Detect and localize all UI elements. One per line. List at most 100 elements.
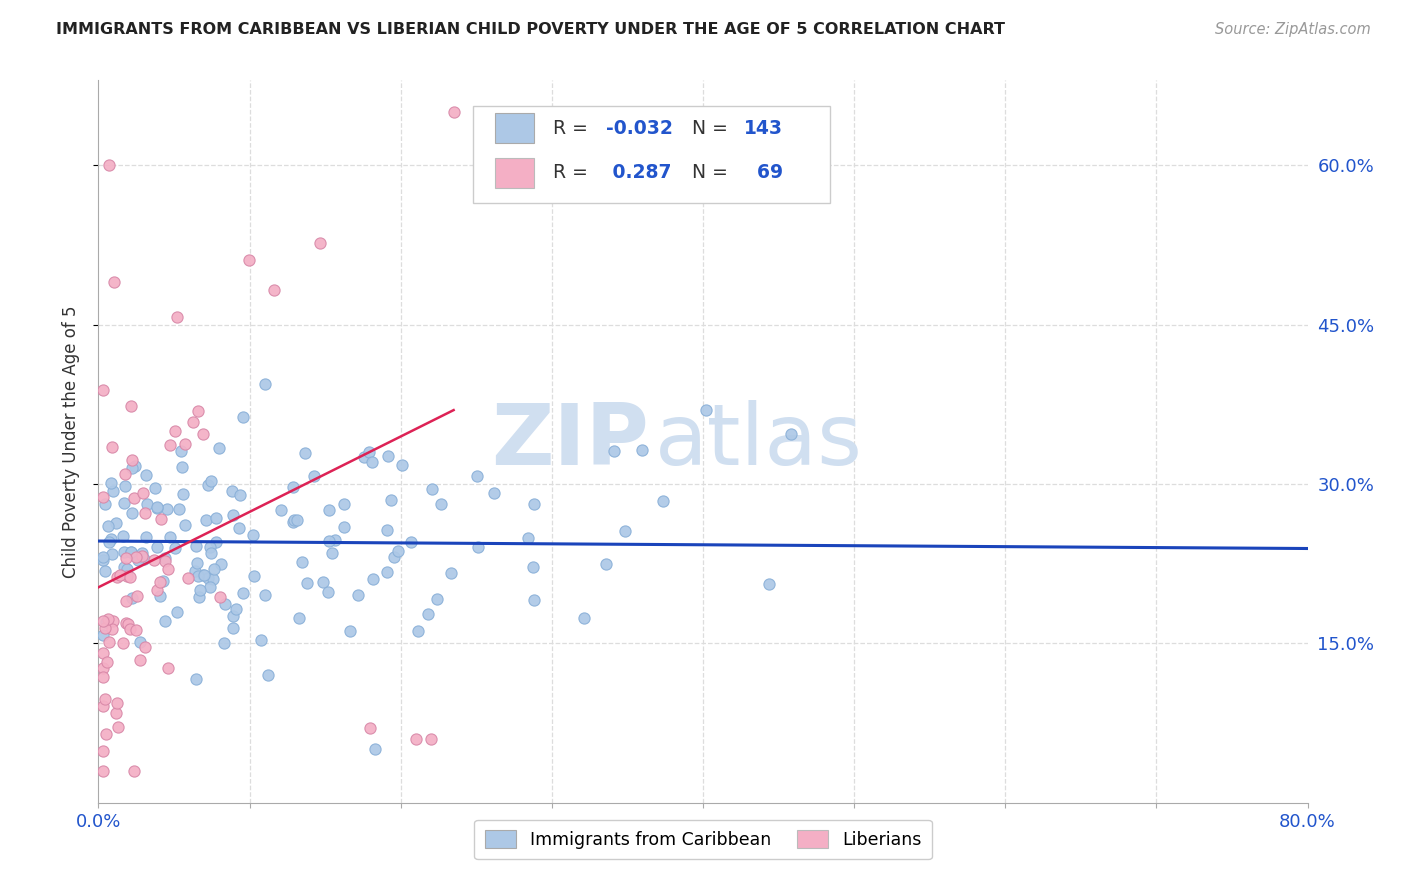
Bar xyxy=(495,158,534,188)
Point xyxy=(156,502,179,516)
Point xyxy=(157,661,180,675)
Point xyxy=(135,530,157,544)
Point xyxy=(695,403,717,417)
Point xyxy=(120,545,142,559)
Point xyxy=(170,444,193,458)
Point xyxy=(112,495,135,509)
Text: 0.287: 0.287 xyxy=(606,163,672,182)
Point xyxy=(187,404,209,418)
Point xyxy=(309,235,332,250)
Point xyxy=(420,732,443,747)
Point xyxy=(263,283,285,297)
Point xyxy=(97,535,120,549)
Point xyxy=(172,459,194,474)
Point xyxy=(232,586,254,600)
Point xyxy=(318,534,340,549)
Point xyxy=(184,564,207,578)
Point xyxy=(250,632,273,647)
Point xyxy=(418,607,440,622)
Point xyxy=(205,534,228,549)
Point xyxy=(631,442,654,457)
Point xyxy=(214,597,236,611)
Point xyxy=(104,516,127,530)
Point xyxy=(114,594,136,608)
Point xyxy=(176,571,198,585)
Point xyxy=(440,566,463,580)
Point xyxy=(465,469,488,483)
Point xyxy=(103,275,125,289)
Point xyxy=(131,546,153,560)
Text: N =: N = xyxy=(692,119,734,137)
Text: IMMIGRANTS FROM CARIBBEAN VS LIBERIAN CHILD POVERTY UNDER THE AGE OF 5 CORRELATI: IMMIGRANTS FROM CARIBBEAN VS LIBERIAN CH… xyxy=(56,22,1005,37)
Y-axis label: Child Poverty Under the Age of 5: Child Poverty Under the Age of 5 xyxy=(62,305,80,578)
Point xyxy=(406,624,429,638)
Point xyxy=(522,560,544,574)
Point xyxy=(94,622,117,636)
Point xyxy=(91,698,114,713)
Legend: Immigrants from Caribbean, Liberians: Immigrants from Caribbean, Liberians xyxy=(474,820,932,859)
Point xyxy=(291,555,314,569)
Point xyxy=(159,437,181,451)
Point xyxy=(121,506,143,520)
Point xyxy=(188,582,211,597)
Point xyxy=(779,427,801,442)
Point xyxy=(149,590,172,604)
Point xyxy=(104,706,127,721)
Point xyxy=(294,446,316,460)
Point xyxy=(228,521,250,535)
Point xyxy=(339,624,361,639)
Text: -0.032: -0.032 xyxy=(606,119,673,137)
Point xyxy=(484,485,506,500)
Point xyxy=(357,444,380,458)
FancyBboxPatch shape xyxy=(474,105,830,203)
Point xyxy=(225,602,247,616)
Point xyxy=(153,554,176,568)
Text: Source: ZipAtlas.com: Source: ZipAtlas.com xyxy=(1215,22,1371,37)
Point xyxy=(117,562,139,576)
Text: ZIP: ZIP xyxy=(491,400,648,483)
Point xyxy=(114,616,136,631)
Point xyxy=(238,253,260,268)
Point xyxy=(304,469,326,483)
Point xyxy=(523,593,546,607)
Point xyxy=(93,491,115,505)
Point xyxy=(101,483,124,498)
Text: 69: 69 xyxy=(744,163,783,182)
Point xyxy=(197,571,219,585)
Point xyxy=(100,476,122,491)
Point xyxy=(132,486,155,500)
Point xyxy=(98,158,121,172)
Point xyxy=(107,720,129,734)
Point xyxy=(125,550,148,565)
Point xyxy=(517,532,540,546)
Point xyxy=(377,565,399,579)
Point xyxy=(283,515,305,529)
Point xyxy=(209,558,232,572)
Point xyxy=(429,497,451,511)
Point xyxy=(149,574,172,589)
Point xyxy=(98,634,121,648)
Point xyxy=(91,553,114,567)
Point xyxy=(122,491,145,505)
Point xyxy=(101,622,124,636)
Point xyxy=(145,500,167,514)
Point xyxy=(375,524,398,538)
Point xyxy=(115,550,138,565)
Point xyxy=(353,450,375,465)
Point xyxy=(184,539,207,553)
Point xyxy=(146,582,169,597)
Point xyxy=(108,568,131,582)
Point xyxy=(522,497,544,511)
Point xyxy=(288,611,311,625)
Point xyxy=(184,672,207,686)
Point xyxy=(399,535,422,549)
Point xyxy=(285,513,308,527)
Point xyxy=(253,588,276,602)
Point xyxy=(91,661,114,675)
Point xyxy=(603,443,626,458)
Point xyxy=(321,546,343,560)
Point xyxy=(91,670,114,684)
Point xyxy=(121,452,143,467)
Point xyxy=(200,580,222,594)
Point xyxy=(360,455,382,469)
